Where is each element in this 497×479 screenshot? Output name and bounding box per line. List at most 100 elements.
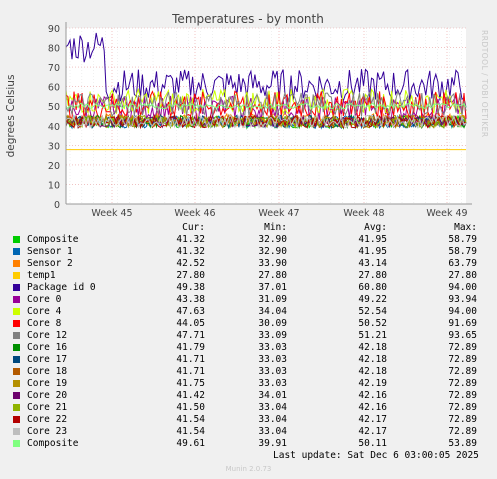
legend-row: Core 0 43.38 31.09 49.22 93.94 [13,294,489,306]
y-tick-label: 60 [48,83,60,94]
series-lines [65,32,467,151]
legend-series-name: Core 20 [27,390,68,401]
legend-max-value: 94.00 [448,306,477,317]
legend-min-value: 37.01 [258,282,287,293]
legend-row: Core 17 41.71 33.03 42.18 72.89 [13,354,489,366]
legend-cur-value: 41.42 [176,390,205,401]
legend-swatch [13,260,20,267]
legend-max-value: 93.94 [448,294,477,305]
legend-row: Core 21 41.50 33.04 42.16 72.89 [13,402,489,414]
legend-avg-value: 42.17 [358,426,387,437]
legend-cur-value: 27.80 [176,270,205,281]
legend-max-value: 58.79 [448,234,477,245]
legend-series-name: Core 19 [27,378,68,389]
legend-avg-value: 41.95 [358,246,387,257]
legend-max-value: 53.89 [448,438,477,449]
legend: Cur: Min: Avg: Max: Composite 41.32 32.90 4… [13,222,489,450]
legend-max-value: 63.79 [448,258,477,269]
legend-row: Core 8 44.05 30.09 50.52 91.69 [13,318,489,330]
legend-avg-value: 43.14 [358,258,387,269]
legend-cur-value: 41.32 [176,234,205,245]
legend-header: Cur: Min: Avg: Max: [13,222,489,234]
legend-avg-value: 42.16 [358,390,387,401]
y-tick-label: 20 [48,161,60,172]
x-tick-label: Week 49 [426,208,467,219]
legend-avg-value: 49.22 [358,294,387,305]
legend-series-name: Core 21 [27,402,68,413]
y-tick-label: 70 [48,63,60,74]
legend-swatch [13,356,20,363]
legend-row: Core 18 41.71 33.03 42.18 72.89 [13,366,489,378]
y-tick-label: 90 [48,24,60,35]
legend-min-value: 32.90 [258,246,287,257]
legend-cur-value: 41.71 [176,366,205,377]
legend-series-name: Core 4 [27,306,62,317]
axes: 0 10 20 30 40 50 60 70 80 90 Week 45 Week 46 Week 47… [48,22,472,219]
legend-row: Core 4 47.63 34.04 52.54 94.00 [13,306,489,318]
legend-avg-value: 50.52 [358,318,387,329]
legend-cur-value: 41.32 [176,246,205,257]
legend-min-value: 33.04 [258,426,287,437]
legend-row: Sensor 2 42.52 33.90 43.14 63.79 [13,258,489,270]
x-tick-label: Week 45 [91,208,132,219]
legend-max-value: 94.00 [448,282,477,293]
legend-min-value: 33.09 [258,330,287,341]
legend-max-value: 58.79 [448,246,477,257]
series-line [65,113,467,130]
legend-max-value: 27.80 [448,270,477,281]
legend-series-name: Core 18 [27,366,68,377]
legend-swatch [13,392,20,399]
legend-cur-value: 43.38 [176,294,205,305]
legend-cur-value: 41.79 [176,342,205,353]
legend-cur-value: 41.54 [176,414,205,425]
legend-cur-value: 47.63 [176,306,205,317]
legend-row: Core 16 41.79 33.03 42.18 72.89 [13,342,489,354]
y-axis-label: degrees Celsius [5,75,17,158]
legend-series-name: Core 22 [27,414,68,425]
legend-avg-value: 51.21 [358,330,387,341]
temperature-chart: Temperatures - by month degrees Celsius … [0,0,497,225]
legend-cur-value: 41.71 [176,354,205,365]
legend-swatch [13,416,20,423]
legend-cur-value: 49.38 [176,282,205,293]
munin-version: Munin 2.0.73 [225,465,272,473]
legend-min-value: 30.09 [258,318,287,329]
chart-title: Temperatures - by month [171,12,324,26]
legend-max-value: 93.65 [448,330,477,341]
legend-swatch [13,236,20,243]
legend-row: temp1 27.80 27.80 27.80 27.80 [13,270,489,282]
legend-swatch [13,440,20,447]
y-tick-label: 80 [48,44,60,55]
legend-min-value: 32.90 [258,234,287,245]
legend-cur-value: 47.71 [176,330,205,341]
legend-swatch [13,272,20,279]
legend-min-value: 33.90 [258,258,287,269]
legend-header-avg: Avg: [364,222,387,233]
legend-max-value: 72.89 [448,390,477,401]
x-tick-label: Week 46 [174,208,215,219]
legend-avg-value: 50.11 [358,438,387,449]
legend-row: Composite 41.32 32.90 41.95 58.79 [13,234,489,246]
legend-max-value: 72.89 [448,366,477,377]
legend-min-value: 39.91 [258,438,287,449]
legend-swatch [13,428,20,435]
legend-row: Sensor 1 41.32 32.90 41.95 58.79 [13,246,489,258]
legend-row: Core 22 41.54 33.04 42.17 72.89 [13,414,489,426]
legend-cur-value: 49.61 [176,438,205,449]
legend-swatch [13,308,20,315]
legend-row: Core 19 41.75 33.03 42.19 72.89 [13,378,489,390]
legend-header-max: Max: [454,222,477,233]
legend-swatch [13,344,20,351]
legend-max-value: 72.89 [448,414,477,425]
legend-row: Package id 0 49.38 37.01 60.80 94.00 [13,282,489,294]
legend-min-value: 33.04 [258,402,287,413]
x-tick-label: Week 47 [258,208,299,219]
legend-avg-value: 60.80 [358,282,387,293]
legend-header-cur: Cur: [182,222,205,233]
legend-header-min: Min: [264,222,287,233]
legend-min-value: 33.03 [258,342,287,353]
series-line [65,90,467,118]
legend-series-name: Sensor 2 [27,258,73,269]
legend-max-value: 72.89 [448,426,477,437]
legend-cur-value: 41.54 [176,426,205,437]
